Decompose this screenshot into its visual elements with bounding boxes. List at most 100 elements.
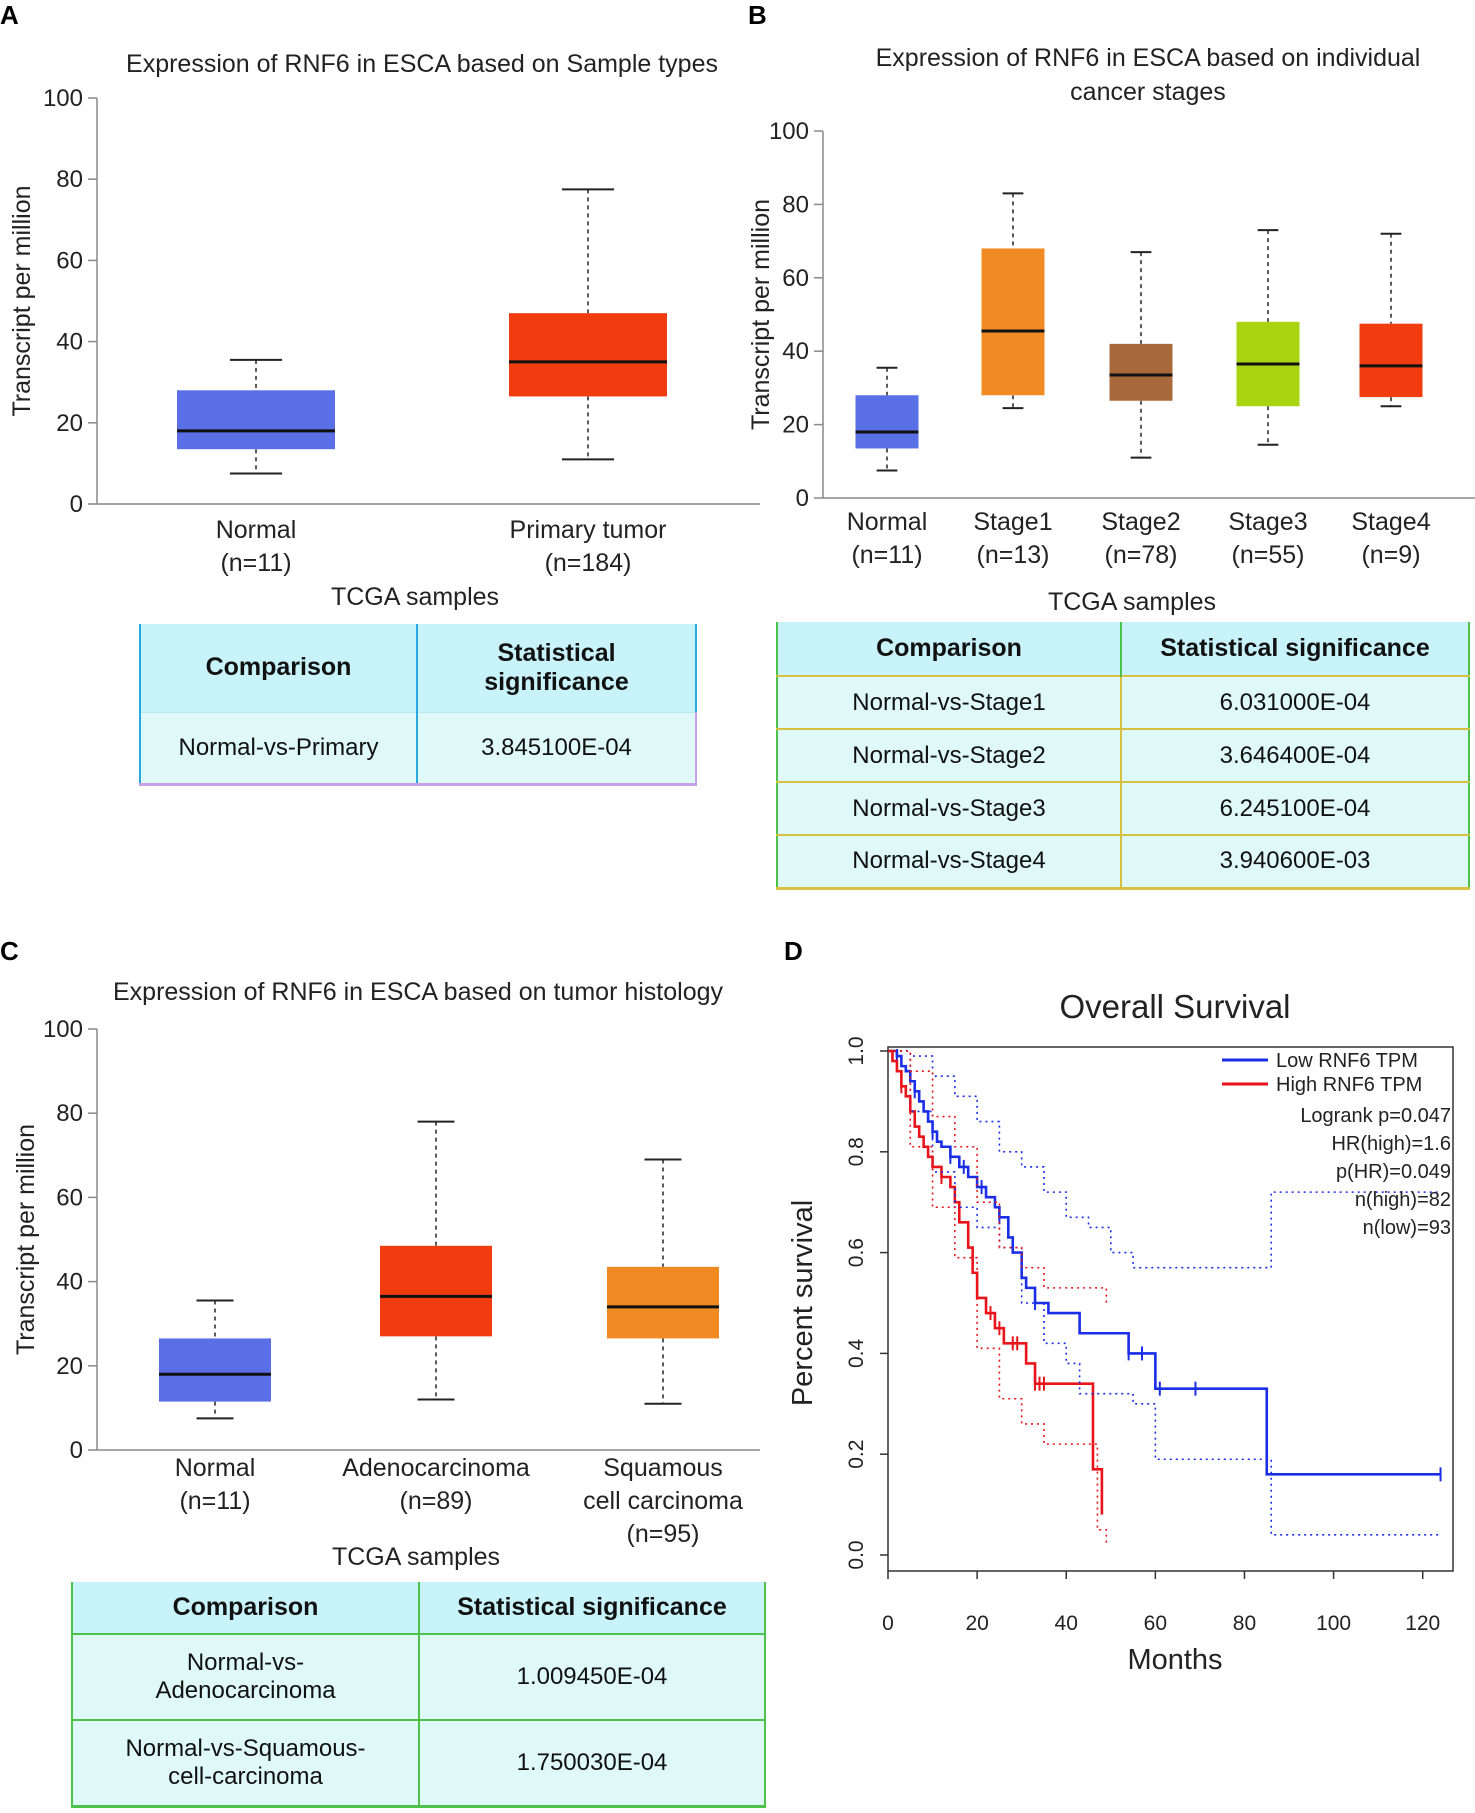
table-b-row1-significance: 6.031000E-04: [1121, 675, 1469, 729]
km-x-tick-label: 120: [1405, 1612, 1440, 1635]
km-y-tick-label: 1.0: [845, 1036, 868, 1065]
y-tick-label-b: 40: [782, 338, 809, 365]
y-tick-label-b: 100: [769, 118, 809, 145]
table-b-header-comparison: Comparison: [777, 622, 1122, 676]
table-c-header-comparison: Comparison: [72, 1582, 420, 1634]
y-tick-label-a: 0: [70, 491, 83, 518]
table-a-header-significance: Statistical significance: [417, 624, 696, 712]
panel-label-c: C: [0, 936, 19, 966]
category-label-primary-tumor-n: (n=184): [545, 549, 632, 577]
table-c-row1-comparison-line1: Normal-vs-: [186, 1649, 305, 1676]
category-label-normal-line1: Normal: [216, 516, 297, 544]
box-squamous-cell-carcinoma: [607, 1266, 719, 1339]
table-c-row2-comparison: Normal-vs-Squamous- cell-carcinoma: [72, 1719, 420, 1806]
y-tick-label-b: 80: [782, 191, 809, 218]
table-c-row1-comparison: Normal-vs- Adenocarcinoma: [72, 1633, 420, 1720]
category-label-stage3-line1: Stage3: [1228, 508, 1307, 536]
km-x-tick-label: 20: [965, 1612, 988, 1635]
category-label-squamous-cell-carcinoma-line2: cell carcinoma: [583, 1487, 743, 1515]
y-tick-label-c: 40: [56, 1269, 83, 1296]
table-b-header-significance: Statistical significance: [1121, 622, 1469, 676]
y-tick-label-b: 0: [796, 485, 809, 512]
chart-title-c: Expression of RNF6 in ESCA based on tumo…: [113, 978, 724, 1006]
table-c-row1-significance: 1.009450E-04: [419, 1633, 765, 1720]
table-b-row1-comparison: Normal-vs-Stage1: [777, 675, 1122, 729]
km-curve-high-rnf6-tpm-95-ci-upper: [888, 1050, 1108, 1303]
km-x-axis-label: Months: [1127, 1644, 1222, 1676]
box-stage1: [981, 248, 1045, 396]
boxplot-panel-c: Expression of RNF6 in ESCA based on tumo…: [12, 978, 760, 1571]
category-label-stage4-n: (n=9): [1361, 541, 1420, 569]
km-x-tick-label: 100: [1316, 1612, 1351, 1635]
category-label-primary-tumor-line1: Primary tumor: [510, 516, 667, 544]
km-title: Overall Survival: [1059, 988, 1290, 1025]
table-a: Comparison Statistical significance Norm…: [139, 624, 697, 786]
km-x-tick-label: 40: [1055, 1612, 1078, 1635]
category-label-stage4-line1: Stage4: [1351, 508, 1430, 536]
category-label-normal-line1: Normal: [175, 1454, 256, 1482]
km-frame: [887, 1046, 1454, 1572]
box-stage2: [1109, 343, 1173, 401]
panel-label-a: A: [0, 0, 19, 30]
category-label-stage1-line1: Stage1: [973, 508, 1052, 536]
boxplot-panel-a: Expression of RNF6 in ESCA based on Samp…: [8, 50, 760, 611]
y-axis-label-c: Transcript per million: [12, 1124, 40, 1355]
km-y-tick-label: 0.2: [845, 1440, 868, 1469]
table-a-cell-significance: 3.845100E-04: [417, 711, 697, 784]
km-y-tick-label: 0.0: [845, 1540, 868, 1569]
chart-title-a: Expression of RNF6 in ESCA based on Samp…: [126, 50, 718, 78]
table-c-row2-comparison-line1: Normal-vs-Squamous-: [125, 1734, 366, 1762]
y-tick-label-a: 40: [56, 329, 83, 356]
chart-title-b-line1: Expression of RNF6 in ESCA based on indi…: [876, 44, 1421, 72]
table-a-cell-comparison: Normal-vs-Primary: [140, 711, 418, 784]
y-axis-label-a: Transcript per million: [8, 185, 36, 416]
category-label-normal-n: (n=11): [220, 549, 291, 577]
legend-stat-5: n(low)=93: [1363, 1217, 1451, 1239]
table-b-row4-comparison: Normal-vs-Stage4: [777, 834, 1122, 888]
category-label-squamous-cell-carcinoma-n: (n=95): [627, 1520, 700, 1548]
panel-label-d: D: [784, 936, 803, 966]
table-b-row4-significance: 3.940600E-03: [1121, 834, 1469, 888]
km-x-tick-label: 0: [882, 1612, 894, 1635]
box-normal: [177, 390, 335, 450]
table-a-header-comparison: Comparison: [140, 624, 418, 712]
box-adenocarcinoma: [380, 1245, 492, 1337]
table-c: Comparison Statistical significance Norm…: [71, 1582, 766, 1808]
km-y-tick-label: 0.8: [845, 1137, 868, 1166]
x-axis-label-c: TCGA samples: [332, 1543, 500, 1571]
y-tick-label-a: 20: [56, 410, 83, 437]
table-c-row1-comparison-line2: Adenocarcinoma: [155, 1677, 336, 1704]
km-x-tick-label: 60: [1144, 1612, 1167, 1635]
category-label-adenocarcinoma-line1: Adenocarcinoma: [342, 1454, 530, 1482]
legend-stat-3: p(HR)=0.049: [1336, 1161, 1451, 1183]
legend-label-low-rnf6-tpm: Low RNF6 TPM: [1276, 1050, 1418, 1072]
table-b-row2-significance: 3.646400E-04: [1121, 728, 1469, 782]
category-label-stage2-n: (n=78): [1105, 541, 1178, 569]
table-b-row3-significance: 6.245100E-04: [1121, 781, 1469, 835]
table-b-row3-comparison: Normal-vs-Stage3: [777, 781, 1122, 835]
category-label-squamous-cell-carcinoma-line1: Squamous: [603, 1454, 723, 1482]
category-label-stage3-n: (n=55): [1232, 541, 1305, 569]
legend-stat-1: Logrank p=0.047: [1300, 1105, 1451, 1127]
panel-label-b: B: [748, 0, 767, 30]
y-tick-label-c: 20: [56, 1353, 83, 1380]
y-tick-label-a: 80: [56, 166, 83, 193]
box-normal: [855, 395, 919, 449]
table-c-row2-significance: 1.750030E-04: [419, 1719, 765, 1806]
category-label-adenocarcinoma-n: (n=89): [400, 1487, 473, 1515]
y-axis-label-b: Transcript per million: [747, 199, 775, 430]
box-stage4: [1359, 323, 1423, 398]
category-label-stage1-n: (n=13): [977, 541, 1050, 569]
table-b: Comparison Statistical significance Norm…: [776, 622, 1470, 890]
y-tick-label-b: 20: [782, 412, 809, 439]
table-a-header-significance-line1: Statistical: [497, 638, 616, 667]
km-curve-high-rnf6-tpm-95-ci-lower: [888, 1050, 1108, 1545]
table-a-header-significance-line2: significance: [484, 667, 629, 696]
km-curve-high-rnf6-tpm: [888, 1049, 1104, 1515]
category-label-stage2-line1: Stage2: [1101, 508, 1180, 536]
km-plot-panel-d: Overall Survival 0 20 40 60 80 100 120 0.0 0.2 0.4…: [787, 988, 1454, 1676]
category-label-normal-n: (n=11): [179, 1487, 250, 1515]
boxplot-panel-b: Expression of RNF6 in ESCA based on indi…: [747, 44, 1475, 616]
y-tick-label-c: 100: [43, 1016, 83, 1043]
y-tick-label-c: 80: [56, 1100, 83, 1127]
